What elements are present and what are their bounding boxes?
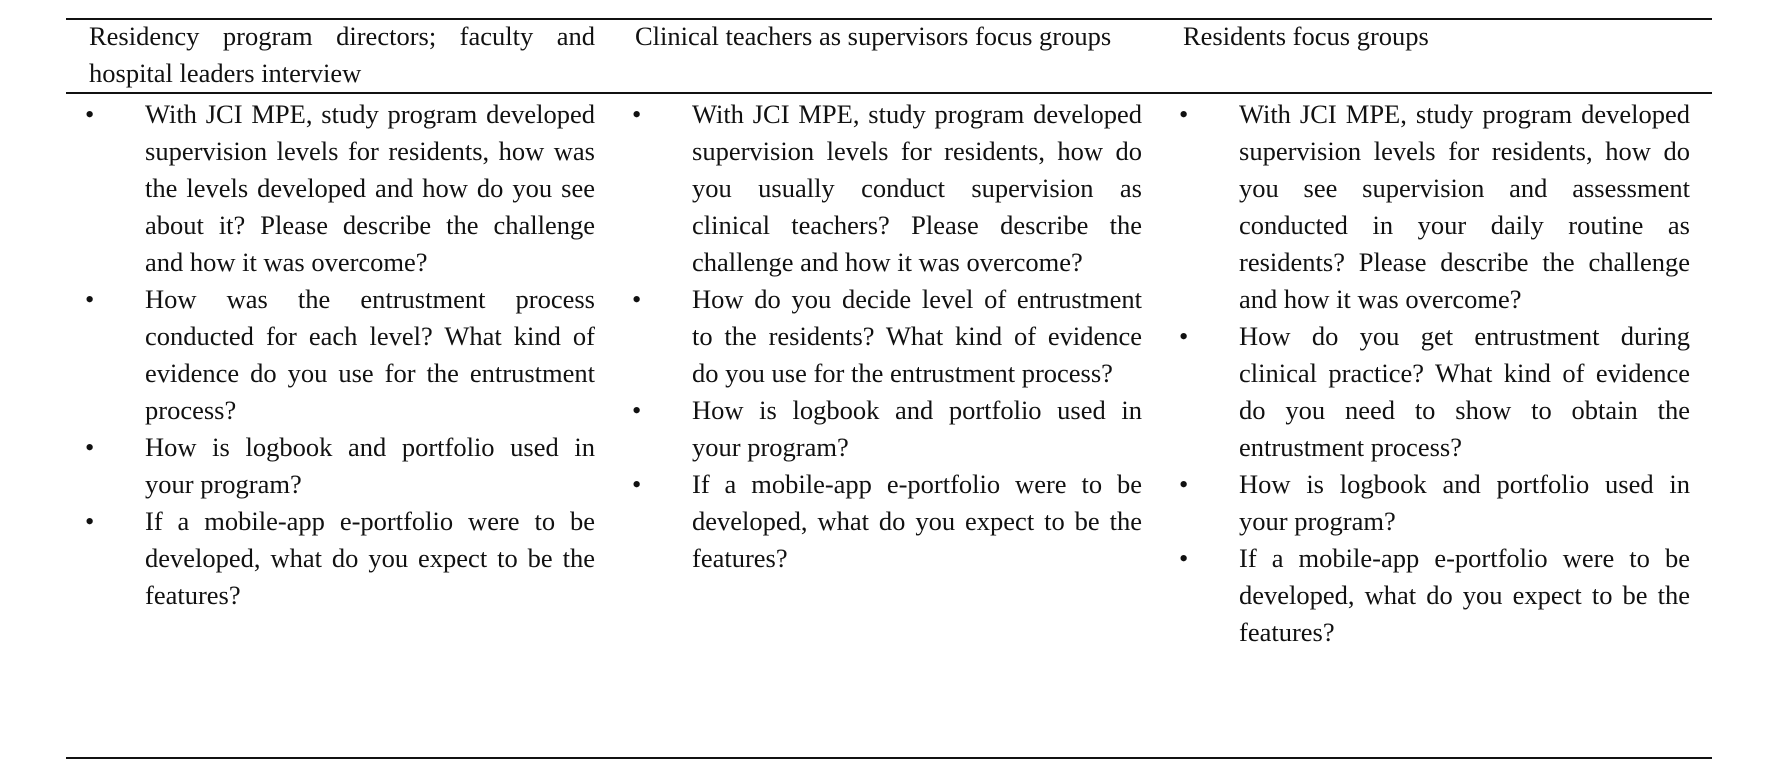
question-text: If a mobile-app e-portfolio were to be d… xyxy=(145,506,595,610)
bullet-icon: • xyxy=(1179,469,1189,499)
question-text: With JCI MPE, study program developed su… xyxy=(145,99,595,277)
list-item: • How is logbook and portfolio used in yo… xyxy=(632,392,1142,466)
bullet-icon: • xyxy=(632,284,642,314)
question-text: How do you decide level of entrustment t… xyxy=(692,284,1142,388)
header-directors: Residency program directors; faculty and… xyxy=(89,21,595,88)
list-item: • If a mobile-app e-portfolio were to be … xyxy=(85,503,595,614)
list-item: • How is logbook and portfolio used in yo… xyxy=(1179,466,1690,540)
bullet-icon: • xyxy=(85,432,95,462)
list-item: • With JCI MPE, study program developed s… xyxy=(85,96,595,281)
question-text: How was the entrustment process conducte… xyxy=(145,284,595,425)
question-text: How is logbook and portfolio used in you… xyxy=(145,432,595,499)
bullet-icon: • xyxy=(1179,543,1189,573)
list-item: • How do you get entrustment during clini… xyxy=(1179,318,1690,466)
table-bottom-rule xyxy=(66,757,1712,759)
question-text: With JCI MPE, study program developed su… xyxy=(1239,99,1690,314)
question-text: How is logbook and portfolio used in you… xyxy=(1239,469,1690,536)
bullet-icon: • xyxy=(632,469,642,499)
column-directors: • With JCI MPE, study program developed s… xyxy=(85,96,595,614)
list-item: • With JCI MPE, study program developed s… xyxy=(632,96,1142,281)
list-item: • If a mobile-app e-portfolio were to be … xyxy=(632,466,1142,577)
table-header-rule xyxy=(66,92,1712,94)
bullet-icon: • xyxy=(1179,321,1189,351)
bullet-icon: • xyxy=(85,99,95,129)
list-item: • How was the entrustment process conduct… xyxy=(85,281,595,429)
bullet-icon: • xyxy=(85,284,95,314)
list-item: • With JCI MPE, study program developed s… xyxy=(1179,96,1690,318)
list-item: • If a mobile-app e-portfolio were to be … xyxy=(1179,540,1690,651)
bullet-icon: • xyxy=(85,506,95,536)
bullet-icon: • xyxy=(632,395,642,425)
bullet-icon: • xyxy=(632,99,642,129)
column-clinical-teachers: • With JCI MPE, study program developed s… xyxy=(632,96,1142,577)
question-text: How do you get entrustment during clinic… xyxy=(1239,321,1690,462)
question-text: If a mobile-app e-portfolio were to be d… xyxy=(692,469,1142,573)
header-residents: Residents focus groups xyxy=(1183,21,1429,51)
column-residents: • With JCI MPE, study program developed s… xyxy=(1179,96,1690,651)
question-text: With JCI MPE, study program developed su… xyxy=(692,99,1142,277)
bullet-icon: • xyxy=(1179,99,1189,129)
header-clinical-teachers: Clinical teachers as supervisors focus g… xyxy=(635,21,1112,51)
question-text: If a mobile-app e-portfolio were to be d… xyxy=(1239,543,1690,647)
list-item: • How do you decide level of entrustment … xyxy=(632,281,1142,392)
question-text: How is logbook and portfolio used in you… xyxy=(692,395,1142,462)
table-top-rule xyxy=(66,18,1712,20)
list-item: • How is logbook and portfolio used in yo… xyxy=(85,429,595,503)
